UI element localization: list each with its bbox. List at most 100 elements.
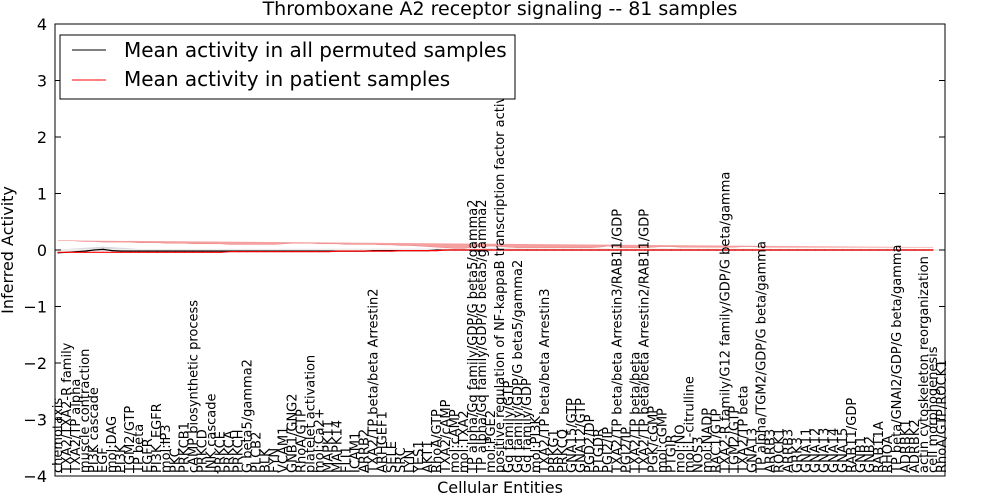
category-label: mol:Ca2+	[313, 408, 328, 473]
category-label: PLCB2	[249, 432, 264, 473]
patient-mean-point	[652, 249, 654, 251]
patient-mean-point	[815, 249, 817, 251]
patient-mean-point	[219, 251, 221, 253]
category-label: mol:DAG	[105, 416, 120, 473]
patient-mean-point	[643, 249, 645, 251]
patient-mean-point	[436, 250, 438, 252]
patient-mean-point	[553, 249, 555, 251]
patient-mean-point	[797, 249, 799, 251]
patient-mean-point	[616, 249, 618, 251]
category-label: PGK/cGMP	[646, 406, 661, 473]
patient-mean-point	[842, 249, 844, 251]
category-label: RhoA/GTP/ROCK1	[935, 360, 950, 473]
permuted-mean-point	[165, 250, 167, 252]
patient-mean-point	[400, 250, 402, 252]
category-label: GNA15	[836, 428, 851, 473]
patient-mean-point	[607, 249, 609, 251]
permuted-mean-point	[201, 250, 203, 252]
category-label: LYN	[403, 450, 418, 473]
category-label: TP alpha/Gq family/GDP/G beta5/gamma2	[466, 199, 481, 474]
category-label: PRKCB1	[177, 422, 192, 473]
category-label: PI3K	[114, 444, 129, 473]
legend: Mean activity in all permuted samples Me…	[59, 34, 516, 100]
permuted-mean-point	[120, 250, 122, 252]
category-label: SRC	[394, 447, 409, 473]
patient-mean-point	[923, 249, 925, 251]
patient-mean-point	[129, 251, 131, 253]
category-label: EGFR	[141, 438, 156, 473]
category-label: EGF	[96, 447, 111, 473]
patient-mean-point	[490, 249, 492, 251]
patient-mean-point	[896, 249, 898, 251]
category-label: JNK cascade	[204, 394, 219, 474]
patient-mean-point	[571, 249, 573, 251]
patient-mean-point	[246, 251, 248, 253]
y-tick-label: 1	[37, 185, 47, 204]
permuted-mean-point	[129, 250, 131, 252]
patient-mean-point	[535, 249, 537, 251]
patient-mean-point	[84, 251, 86, 253]
patient-mean-point	[165, 251, 167, 253]
category-label: GNB2	[863, 436, 878, 473]
category-label: PRKCD	[195, 429, 210, 473]
category-label: TXA2/TP beta	[737, 385, 752, 474]
patient-mean-point	[679, 249, 682, 251]
category-label: ROCK1	[773, 428, 788, 473]
category-label: TXA2/cAMP	[439, 399, 454, 474]
patient-mean-point	[102, 251, 104, 253]
patient-mean-point	[255, 251, 257, 253]
permuted-mean-point	[138, 250, 140, 252]
category-label: NOS3	[691, 437, 706, 473]
category-label: PI3K_EGFR	[150, 403, 165, 473]
patient-mean-point	[382, 250, 384, 252]
patient-mean-point	[463, 249, 465, 251]
patient-mean-point	[526, 249, 528, 251]
category-label: TXA2/TP beta/beta Arrestin2/RAB11/GDP	[637, 209, 652, 474]
category-label: TP beta/GNAI2/GDP/G beta/gamma	[890, 245, 905, 475]
patient-mean-point	[427, 250, 429, 252]
patient-mean-point	[237, 251, 239, 253]
legend-label-permuted: Mean activity in all permuted samples	[124, 38, 507, 62]
patient-mean-point	[562, 249, 564, 251]
patient-mean-point	[282, 251, 285, 253]
category-label: GNA13	[746, 428, 761, 473]
patient-mean-point	[337, 250, 339, 252]
chart-title: Thromboxane A2 receptor signaling -- 81 …	[262, 0, 738, 20]
patient-mean-point	[851, 249, 853, 251]
category-label: GNA13	[818, 428, 833, 473]
patient-mean-point	[625, 249, 627, 251]
category-label: mol:PGE2	[484, 410, 499, 473]
category-label: PRKG1	[547, 429, 562, 473]
patient-mean-point	[770, 249, 772, 251]
patient-mean-point	[697, 249, 700, 251]
permuted-mean-point	[84, 250, 86, 252]
patient-mean-point	[733, 249, 736, 251]
category-label: PKC	[168, 448, 183, 473]
category-label: PRKCE	[213, 431, 228, 473]
category-label: PTGDR	[592, 428, 607, 473]
y-tick-label: 3	[37, 72, 47, 91]
category-label: VCAM1	[277, 427, 292, 473]
patient-mean-point	[192, 251, 194, 253]
legend-frame	[59, 34, 516, 100]
category-label: SELE	[385, 441, 400, 473]
patient-mean-point	[905, 249, 907, 251]
category-label: cell morphogenesis	[926, 346, 941, 473]
category-label: mol:L-citrulline	[682, 376, 697, 473]
category-label: platelet activation	[304, 355, 319, 473]
y-tick-label: −1	[23, 298, 47, 317]
category-label: ICAM1	[349, 432, 364, 473]
y-tick-label: 4	[37, 15, 47, 34]
category-label: actin cytoskeleton reorganization	[917, 256, 932, 473]
patient-mean-point	[761, 249, 763, 251]
category-label: ADRBK2	[908, 419, 923, 473]
category-label: GNB1/GNG2	[286, 393, 301, 473]
category-label: MAPK11	[322, 420, 337, 473]
category-label: PRKCQ	[556, 429, 571, 473]
patient-mean-point	[932, 249, 934, 251]
patient-mean-point	[499, 249, 501, 251]
permuted-mean-point	[102, 248, 104, 250]
patient-mean-point	[228, 251, 230, 253]
patient-mean-point	[779, 249, 781, 251]
